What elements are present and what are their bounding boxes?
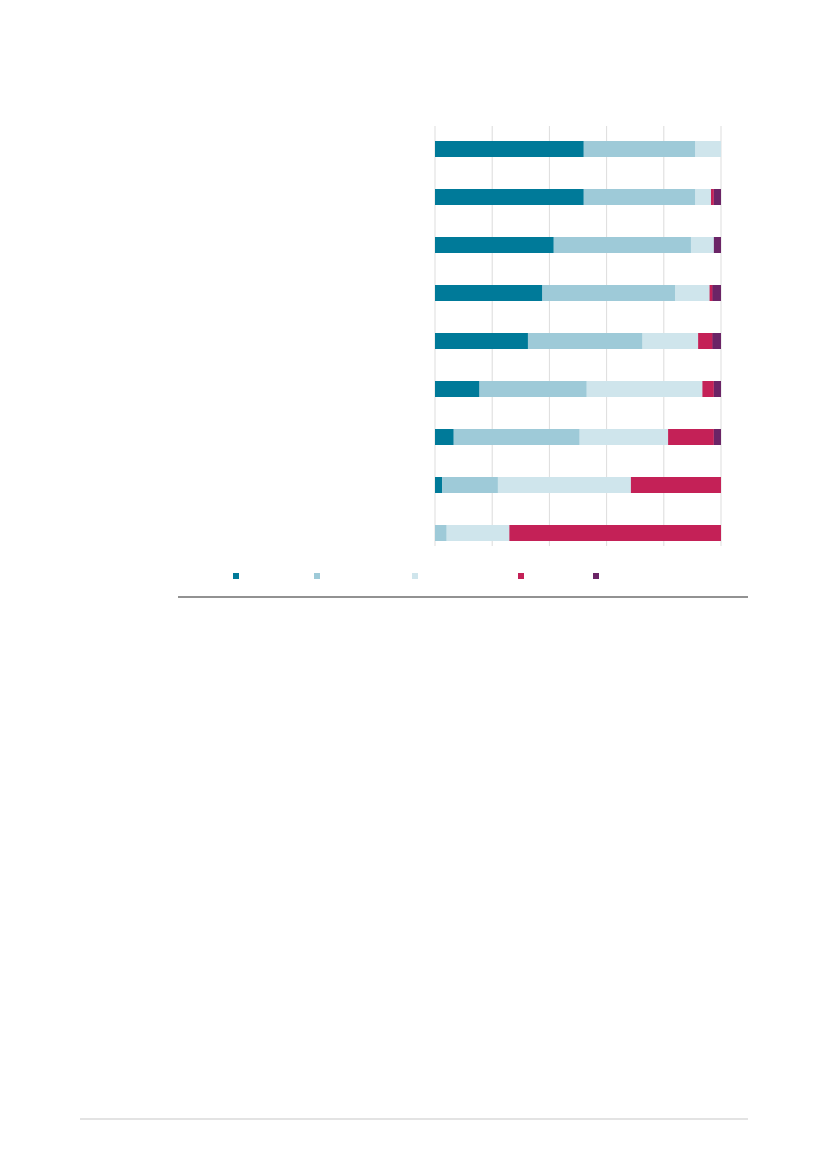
bar-segment xyxy=(509,525,721,541)
legend xyxy=(233,573,599,579)
bar-segment xyxy=(583,189,696,205)
legend-swatch xyxy=(518,573,524,579)
bar-segment xyxy=(435,525,447,541)
bar-segment xyxy=(497,477,631,493)
bar-segment xyxy=(709,285,713,301)
bar-segment xyxy=(713,237,721,253)
bar-segment xyxy=(586,381,703,397)
bar-segment xyxy=(583,141,696,157)
bars xyxy=(435,141,721,541)
bar-segment xyxy=(435,381,480,397)
bar-segment xyxy=(442,477,498,493)
legend-swatch xyxy=(233,573,239,579)
bar-segment xyxy=(713,429,721,445)
bar-segment xyxy=(713,381,721,397)
bar-segment xyxy=(695,141,721,157)
legend-swatch xyxy=(593,573,599,579)
bar-segment xyxy=(630,477,721,493)
bar-segment xyxy=(675,285,710,301)
bar-segment xyxy=(453,429,580,445)
legend-swatch xyxy=(412,573,418,579)
bar-segment xyxy=(710,189,714,205)
bar-segment xyxy=(542,285,676,301)
footer-rule xyxy=(80,1118,748,1120)
bar-segment xyxy=(642,333,699,349)
bar-segment xyxy=(435,189,584,205)
bar-segment xyxy=(695,189,711,205)
bar-segment xyxy=(435,285,543,301)
bar-segment xyxy=(713,189,721,205)
bar-segment xyxy=(435,429,454,445)
bar-segment xyxy=(435,333,528,349)
bar-segment xyxy=(446,525,510,541)
bar-segment xyxy=(435,141,584,157)
bar-segment xyxy=(553,237,691,253)
bar-segment xyxy=(690,237,714,253)
legend-swatch xyxy=(314,573,320,579)
bar-segment xyxy=(702,381,714,397)
bar-segment xyxy=(668,429,714,445)
bar-segment xyxy=(698,333,713,349)
bar-segment xyxy=(579,429,669,445)
bar-segment xyxy=(527,333,643,349)
bar-segment xyxy=(435,477,443,493)
bar-segment xyxy=(435,237,554,253)
bar-segment xyxy=(712,285,721,301)
bar-segment xyxy=(479,381,587,397)
bar-segment xyxy=(712,333,721,349)
